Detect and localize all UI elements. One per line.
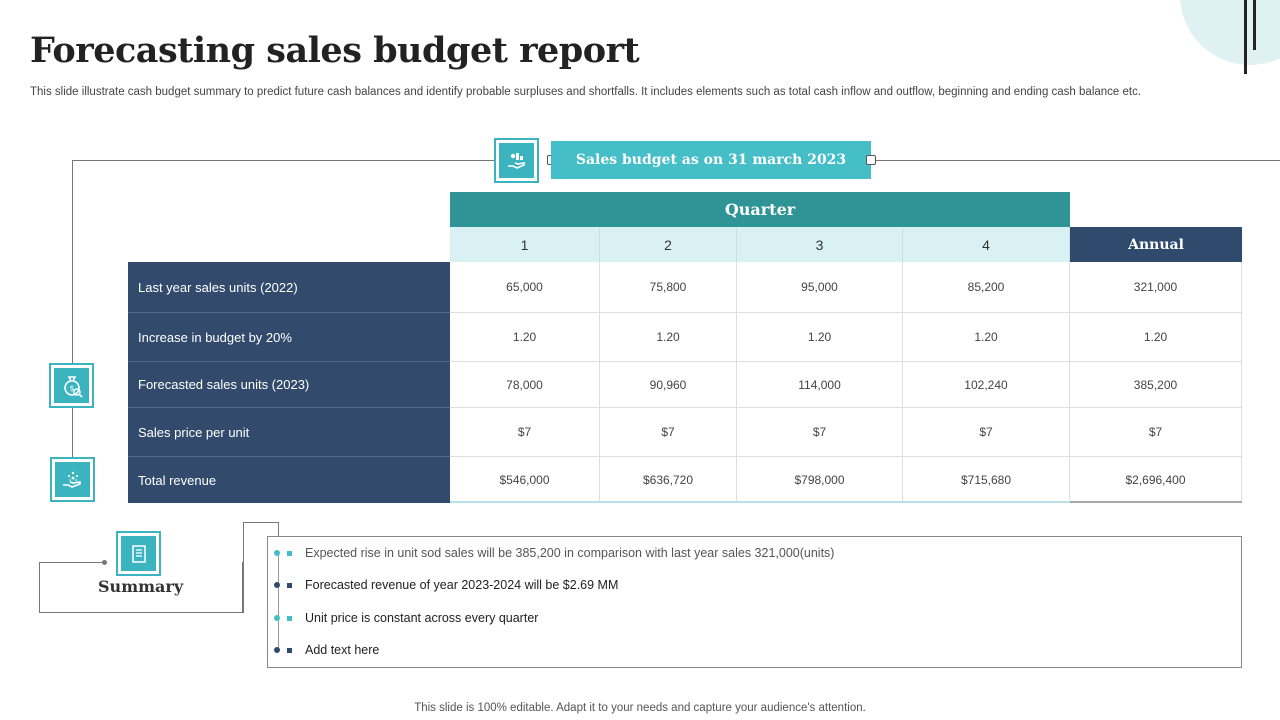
table-bottom-border bbox=[1070, 501, 1242, 503]
quarter-group-header: Quarter bbox=[450, 192, 1070, 227]
corner-decoration-bar bbox=[1244, 0, 1247, 74]
sales-budget-icon-box bbox=[494, 138, 539, 183]
table-cell: $715,680 bbox=[903, 457, 1070, 502]
table-cell: 1.20 bbox=[450, 313, 600, 362]
table-row-label: Increase in budget by 20% bbox=[128, 313, 450, 362]
hand-sparkle-icon-box bbox=[50, 457, 95, 502]
hand-money-icon bbox=[507, 152, 525, 169]
bullet-square bbox=[287, 615, 292, 621]
connector-line bbox=[72, 160, 495, 161]
table-bottom-border bbox=[450, 501, 1070, 503]
bullet-square bbox=[287, 550, 292, 556]
table-cell: $7 bbox=[600, 408, 737, 457]
summary-title: Summary bbox=[98, 577, 184, 596]
summary-frame bbox=[39, 562, 243, 613]
bullet-timeline bbox=[278, 552, 279, 651]
table-row-label: Sales price per unit bbox=[128, 408, 450, 457]
table-cell: 102,240 bbox=[903, 362, 1070, 408]
table-cell-annual: $2,696,400 bbox=[1070, 457, 1242, 502]
hand-coins-icon bbox=[62, 471, 81, 488]
summary-point-text: Add text here bbox=[305, 643, 380, 657]
page-subtitle: This slide illustrate cash budget summar… bbox=[30, 86, 1142, 98]
bullet-dot bbox=[274, 582, 280, 588]
svg-text:$: $ bbox=[69, 384, 74, 393]
table-cell: 65,000 bbox=[450, 262, 600, 313]
table-cell-annual: 385,200 bbox=[1070, 362, 1242, 408]
table-cell: 95,000 bbox=[737, 262, 903, 313]
summary-point-text: Expected rise in unit sod sales will be … bbox=[305, 546, 835, 560]
table-cell: 85,200 bbox=[903, 262, 1070, 313]
table-cell: $546,000 bbox=[450, 457, 600, 502]
page-title: Forecasting sales budget report bbox=[30, 30, 640, 71]
summary-point: Add text here bbox=[274, 640, 379, 660]
bullet-square bbox=[287, 582, 292, 588]
table-cell: 90,960 bbox=[600, 362, 737, 408]
sales-budget-banner: Sales budget as on 31 march 2023 bbox=[551, 141, 871, 179]
table-row-label: Last year sales units (2022) bbox=[128, 262, 450, 313]
table-cell: 1.20 bbox=[903, 313, 1070, 362]
document-icon bbox=[131, 544, 146, 563]
quarter-column-header: 3 bbox=[737, 227, 903, 262]
bullet-square bbox=[287, 647, 292, 653]
table-cell: $798,000 bbox=[737, 457, 903, 502]
quarter-column-header: 1 bbox=[450, 227, 600, 262]
summary-point: Forecasted revenue of year 2023-2024 wil… bbox=[274, 575, 618, 595]
table-cell: $636,720 bbox=[600, 457, 737, 502]
table-cell: 1.20 bbox=[737, 313, 903, 362]
corner-decoration-circle bbox=[1180, 0, 1280, 65]
summary-icon-box bbox=[116, 531, 161, 576]
connector-line bbox=[72, 160, 73, 363]
connector-line bbox=[72, 408, 73, 457]
bullet-dot bbox=[274, 615, 280, 621]
table-cell-annual: $7 bbox=[1070, 408, 1242, 457]
banner-right-knob bbox=[866, 155, 876, 165]
table-cell: $7 bbox=[903, 408, 1070, 457]
table-row-label: Forecasted sales units (2023) bbox=[128, 362, 450, 408]
connector-line bbox=[871, 160, 1280, 161]
quarter-column-header: 4 bbox=[903, 227, 1070, 262]
money-bag-search-icon: $ bbox=[63, 375, 83, 398]
summary-points-box bbox=[267, 536, 1242, 668]
connector-line bbox=[243, 522, 279, 523]
connector-line bbox=[243, 522, 244, 613]
table-cell: 114,000 bbox=[737, 362, 903, 408]
annual-column-header: Annual bbox=[1070, 227, 1242, 262]
table-cell: 78,000 bbox=[450, 362, 600, 408]
table-cell: $7 bbox=[450, 408, 600, 457]
bullet-dot bbox=[274, 550, 280, 556]
table-cell: 75,800 bbox=[600, 262, 737, 313]
corner-decoration-bar bbox=[1253, 0, 1256, 50]
summary-point-text: Forecasted revenue of year 2023-2024 wil… bbox=[305, 578, 619, 592]
bullet-dot bbox=[274, 647, 280, 653]
summary-connector bbox=[39, 562, 104, 563]
summary-point: Unit price is constant across every quar… bbox=[274, 608, 538, 628]
table-cell-annual: 321,000 bbox=[1070, 262, 1242, 313]
table-cell: 1.20 bbox=[600, 313, 737, 362]
summary-point: Expected rise in unit sod sales will be … bbox=[274, 543, 834, 563]
footer-note: This slide is 100% editable. Adapt it to… bbox=[414, 702, 866, 714]
table-row-label: Total revenue bbox=[128, 457, 450, 503]
summary-connector-dot bbox=[102, 560, 107, 565]
table-cell: $7 bbox=[737, 408, 903, 457]
table-cell-annual: 1.20 bbox=[1070, 313, 1242, 362]
money-bag-icon-box: $ bbox=[49, 363, 94, 408]
quarter-column-header: 2 bbox=[600, 227, 737, 262]
summary-point-text: Unit price is constant across every quar… bbox=[305, 611, 539, 625]
connector-line bbox=[278, 522, 279, 536]
